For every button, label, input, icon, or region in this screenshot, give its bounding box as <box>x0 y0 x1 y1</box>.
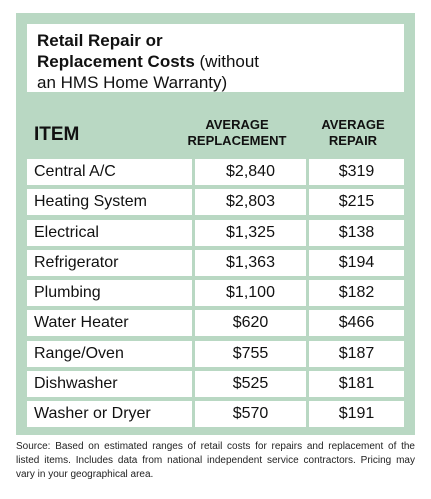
title-line-3: an HMS Home Warranty) <box>37 73 228 92</box>
repair-cost-cell: $182 <box>309 280 404 307</box>
title-line-2-bold: Replacement Costs <box>37 52 195 71</box>
header-average-repair: AVERAGE REPAIR <box>312 117 394 149</box>
repair-cost-cell: $319 <box>309 159 404 185</box>
replacement-cost-cell: $525 <box>195 371 306 398</box>
table-body: Central A/C $2,840 $319 Heating System $… <box>27 159 404 432</box>
repair-cost-cell: $187 <box>309 340 404 367</box>
item-cell: Washer or Dryer <box>27 401 192 428</box>
item-cell: Water Heater <box>27 310 192 337</box>
repair-cost-cell: $138 <box>309 219 404 246</box>
replacement-cost-cell: $2,803 <box>195 189 306 216</box>
header-repair-line-2: REPAIR <box>328 133 378 148</box>
table-row: Washer or Dryer $570 $191 <box>27 401 404 428</box>
replacement-cost-cell: $1,363 <box>195 249 306 276</box>
header-item: ITEM <box>34 124 80 145</box>
repair-cost-cell: $181 <box>309 371 404 398</box>
cost-table-panel: Retail Repair or Replacement Costs (with… <box>16 13 415 435</box>
table-row: Electrical $1,325 $138 <box>27 219 404 246</box>
header-average-replacement: AVERAGE REPLACEMENT <box>180 117 294 149</box>
table-row: Plumbing $1,100 $182 <box>27 280 404 307</box>
item-cell: Refrigerator <box>27 249 192 276</box>
item-cell: Plumbing <box>27 280 192 307</box>
table-row: Water Heater $620 $466 <box>27 310 404 337</box>
item-cell: Central A/C <box>27 159 192 185</box>
table-row: Dishwasher $525 $181 <box>27 371 404 398</box>
table-header: ITEM AVERAGE REPLACEMENT AVERAGE REPAIR <box>27 103 404 159</box>
repair-cost-cell: $466 <box>309 310 404 337</box>
title-line-2-rest: (without <box>194 52 260 71</box>
replacement-cost-cell: $1,100 <box>195 280 306 307</box>
header-replacement-line-1: AVERAGE <box>205 117 269 132</box>
table-row: Refrigerator $1,363 $194 <box>27 249 404 276</box>
table-row: Central A/C $2,840 $319 <box>27 159 404 185</box>
replacement-cost-cell: $755 <box>195 340 306 367</box>
table-row: Range/Oven $755 $187 <box>27 340 404 367</box>
replacement-cost-cell: $1,325 <box>195 219 306 246</box>
table-row: Heating System $2,803 $215 <box>27 189 404 216</box>
replacement-cost-cell: $570 <box>195 401 306 428</box>
item-cell: Dishwasher <box>27 371 192 398</box>
repair-cost-cell: $194 <box>309 249 404 276</box>
item-cell: Electrical <box>27 219 192 246</box>
item-cell: Range/Oven <box>27 340 192 367</box>
replacement-cost-cell: $620 <box>195 310 306 337</box>
repair-cost-cell: $191 <box>309 401 404 428</box>
header-replacement-line-2: REPLACEMENT <box>187 133 287 148</box>
repair-cost-cell: $215 <box>309 189 404 216</box>
title-line-1: Retail Repair or <box>37 31 163 50</box>
replacement-cost-cell: $2,840 <box>195 159 306 185</box>
item-cell: Heating System <box>27 189 192 216</box>
table-title: Retail Repair or Replacement Costs (with… <box>27 24 404 92</box>
header-repair-line-1: AVERAGE <box>321 117 385 132</box>
source-note: Source: Based on estimated ranges of ret… <box>16 441 415 480</box>
